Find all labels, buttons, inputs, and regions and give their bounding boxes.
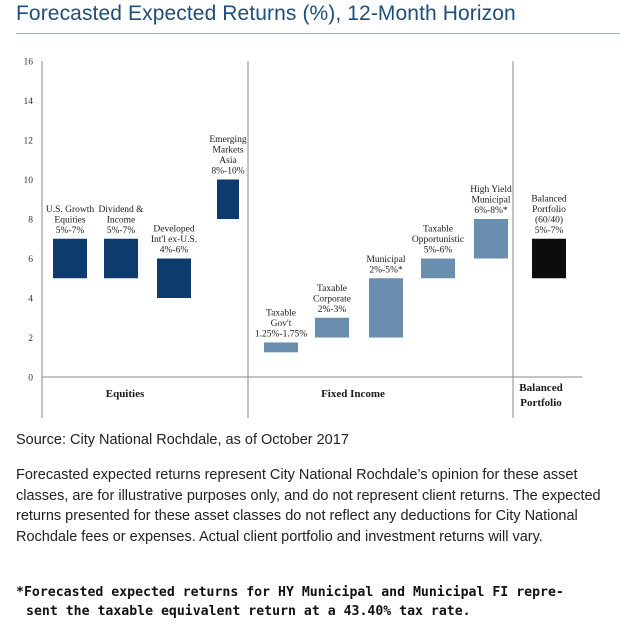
y-tick-label: 10 [24,176,34,186]
bar-label-10: Balanced Portfolio (60/40) 5%-7% [531,194,567,236]
bar-label-line: 8%-10% [211,167,244,177]
y-tick-label: 0 [28,374,33,384]
bar-label-line: Income [107,215,136,225]
y-tick-label: 2 [28,334,33,344]
footnote-line-1: *Forecasted expected returns for HY Muni… [16,585,564,600]
y-tick-label: 6 [28,255,33,265]
y-tick-label: 14 [24,97,34,107]
bar-label-4: Emerging Markets Asia 8%-10% [209,135,247,177]
y-tick-label: 4 [28,295,33,305]
bar-label-9: High Yield Municipal 6%-8%* [470,185,512,216]
bar-label-line: Taxable [317,284,347,294]
bar-7 [369,278,403,338]
group-label-3: Balanced Portfolio [519,382,562,409]
bar-label-line: 2%-3% [318,305,347,315]
bar-label-line: Emerging [209,135,247,145]
group-label-line: Portfolio [520,397,562,409]
bar-label-line: Markets [212,146,243,156]
footnote-line-2: sent the taxable equivalent return at a … [26,604,471,619]
bar-label-line: 6%-8%* [474,206,507,216]
bar-label-3: Developed Int'l ex-U.S. 4%-6% [151,225,197,256]
bar-label-line: Taxable [423,225,453,235]
bar-label-line: 1.25%-1.75% [255,329,307,339]
bar-label-line: High Yield [470,185,512,195]
y-tick-label: 12 [24,137,34,147]
bar-label-line: Balanced [531,194,567,204]
bar-label-line: Developed [153,225,194,235]
bar-5 [264,342,298,353]
bar-label-line: 5%-6% [424,246,453,256]
bar-label-line: Int'l ex-U.S. [151,235,197,245]
group-label-line: Balanced [519,382,562,394]
bar-label-line: Municipal [366,255,405,265]
bar-9 [474,219,508,259]
bar-3 [157,258,191,298]
bar-label-line: U.S. Growth [46,205,95,215]
group-label-1: Equities [106,388,145,400]
bar-1 [53,238,87,279]
bar-label-line: Equities [54,215,85,225]
y-tick-label: 8 [28,216,33,226]
source-note: Source: City National Rochdale, as of Oc… [16,432,349,448]
bar-label-line: 5%-7% [107,226,136,236]
bar-4 [217,179,239,219]
bar-8 [421,258,455,279]
group-label-line: Equities [106,388,145,400]
bar-label-2: Dividend & Income 5%-7% [98,205,144,236]
footnote: *Forecasted expected returns for HY Muni… [16,583,626,621]
bar-label-line: Opportunistic [412,235,464,245]
bar-label-line: Gov't [271,319,292,329]
bar-2 [104,238,138,279]
bar-label-5: Taxable Gov't 1.25%-1.75% [255,308,307,339]
bar-label-line: 5%-7% [56,226,85,236]
bar-label-6: Taxable Corporate 2%-3% [313,284,351,315]
disclaimer-text: Forecasted expected returns represent Ci… [16,467,601,545]
bar-label-line: Asia [219,156,237,166]
group-label-2: Fixed Income [321,388,385,400]
title-divider [16,33,620,34]
bar-6 [315,317,349,338]
bar-label-line: 5%-7% [535,226,564,236]
bar-label-line: 4%-6% [160,246,189,256]
bar-label-line: Taxable [266,308,296,318]
bar-label-1: U.S. Growth Equities 5%-7% [46,205,95,236]
chart-title: Forecasted Expected Returns (%), 12-Mont… [16,2,516,25]
bar-label-8: Taxable Opportunistic 5%-6% [412,225,464,256]
bar-label-line: (60/40) [535,214,563,225]
bar-label-7: Municipal 2%-5%* [366,255,405,276]
bar-10 [532,238,566,279]
group-label-line: Fixed Income [321,388,385,400]
bar-label-line: Dividend & [98,205,144,215]
bar-label-line: Municipal [471,196,510,206]
bar-label-line: 2%-5%* [369,265,402,275]
bar-label-line: Corporate [313,294,351,304]
bar-label-line: Portfolio [532,204,566,215]
y-tick-label: 16 [24,58,34,68]
